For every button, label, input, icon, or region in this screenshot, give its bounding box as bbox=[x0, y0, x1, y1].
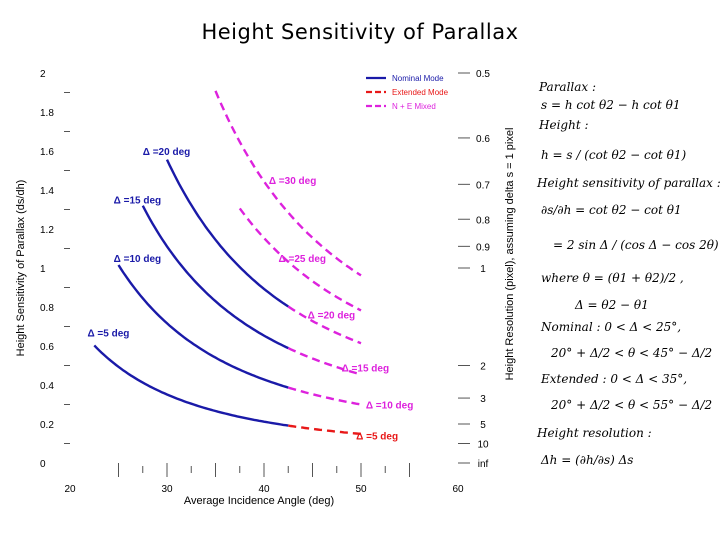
formula-height-eq: h = s / (cot θ2 − cot θ1) bbox=[541, 148, 687, 162]
y-axis-title: Height Sensitivity of Parallax (ds/dh) bbox=[15, 180, 27, 357]
series-line bbox=[93, 344, 289, 427]
formula-extended-label: Extended : 0 < Δ < 35°, bbox=[541, 372, 688, 386]
y-tick-label: 0 bbox=[40, 459, 46, 470]
series-label: Δ =20 deg bbox=[143, 147, 191, 158]
series-line bbox=[214, 90, 362, 277]
legend-label: Nominal Mode bbox=[392, 74, 444, 83]
series-label: Δ =5 deg bbox=[87, 328, 129, 339]
y2-tick-label: 3 bbox=[480, 394, 486, 405]
y2-tick-label: 0.8 bbox=[476, 215, 490, 226]
x-axis-title: Average Incidence Angle (deg) bbox=[184, 495, 334, 507]
series-label: Δ =30 deg bbox=[269, 176, 317, 187]
y2-tick-label: 0.7 bbox=[476, 180, 490, 191]
y-tick-label: 0.2 bbox=[40, 420, 54, 431]
series-label: Δ =10 deg bbox=[366, 400, 414, 411]
series-label: Δ =10 deg bbox=[114, 254, 161, 265]
y2-tick-label: inf bbox=[478, 459, 489, 470]
y-tick-label: 1.8 bbox=[40, 108, 54, 119]
x-tick-label: 40 bbox=[258, 484, 270, 495]
series-line bbox=[141, 205, 289, 350]
formula-parallax-label: Parallax : bbox=[539, 80, 597, 94]
y2-tick-label: 0.6 bbox=[476, 134, 490, 145]
series-label: Δ =20 deg bbox=[308, 311, 356, 322]
y2-tick-label: 0.5 bbox=[476, 69, 490, 80]
formula-nominal-label: Nominal : 0 < Δ < 25°, bbox=[541, 320, 682, 334]
series-label: Δ =25 deg bbox=[279, 254, 327, 265]
x-tick-label: 30 bbox=[161, 484, 173, 495]
series-line bbox=[287, 386, 362, 406]
y-tick-label: 0.8 bbox=[40, 303, 54, 314]
series-line bbox=[288, 424, 362, 436]
series-line bbox=[287, 347, 362, 376]
series-line bbox=[287, 305, 362, 345]
y-tick-label: 0.6 bbox=[40, 342, 54, 353]
y2-tick-label: 5 bbox=[480, 420, 486, 431]
y-tick-label: 0.4 bbox=[40, 381, 54, 392]
y-tick-label: 1.4 bbox=[40, 186, 54, 197]
y2-tick-label: 2 bbox=[480, 362, 486, 373]
formula-sensitivity-label: Height sensitivity of parallax : bbox=[537, 176, 720, 190]
formula-extended-range: 20° + Δ/2 < θ < 55° − Δ/2 bbox=[551, 398, 713, 412]
formula-nominal-range: 20° + Δ/2 < θ < 45° − Δ/2 bbox=[551, 346, 713, 360]
y-tick-label: 1.2 bbox=[40, 225, 54, 236]
x-tick-label: 50 bbox=[355, 484, 367, 495]
y2-tick-label: 1 bbox=[480, 264, 486, 275]
series-label: Δ =5 deg bbox=[356, 432, 398, 443]
series-line bbox=[238, 207, 362, 312]
y-tick-label: 1 bbox=[40, 264, 46, 275]
formula-parallax-eq: s = h cot θ2 − h cot θ1 bbox=[541, 98, 681, 112]
y2-tick-label: 0.9 bbox=[476, 242, 490, 253]
series-label: Δ =15 deg bbox=[114, 196, 161, 207]
formula-sensitivity-eq2: = 2 sin Δ / (cos Δ − cos 2θ) bbox=[553, 238, 719, 252]
formula-where: where θ = (θ1 + θ2)/2 , bbox=[541, 271, 684, 285]
y-tick-label: 1.6 bbox=[40, 147, 54, 158]
x-tick-label: 60 bbox=[452, 484, 464, 495]
y2-tick-label: 10 bbox=[477, 440, 489, 451]
y-tick-label: 2 bbox=[40, 69, 46, 80]
series-line bbox=[165, 159, 289, 308]
page-title: Height Sensitivity of Parallax bbox=[201, 20, 519, 44]
series-line bbox=[117, 264, 289, 389]
y2-axis-title: Height Resolution (pixel), assuming delt… bbox=[504, 128, 516, 381]
formula-resolution-eq: Δh = (∂h/∂s) Δs bbox=[541, 453, 634, 467]
series-label: Δ =15 deg bbox=[342, 363, 390, 374]
formula-resolution-label: Height resolution : bbox=[537, 426, 652, 440]
x-tick-label: 20 bbox=[64, 484, 76, 495]
formula-delta: Δ = θ2 − θ1 bbox=[575, 298, 649, 312]
formula-sensitivity-eq1: ∂s/∂h = cot θ2 − cot θ1 bbox=[541, 203, 682, 217]
formula-height-label: Height : bbox=[539, 118, 589, 132]
legend-label: Extended Mode bbox=[392, 88, 449, 97]
legend-label: N + E Mixed bbox=[392, 102, 436, 111]
